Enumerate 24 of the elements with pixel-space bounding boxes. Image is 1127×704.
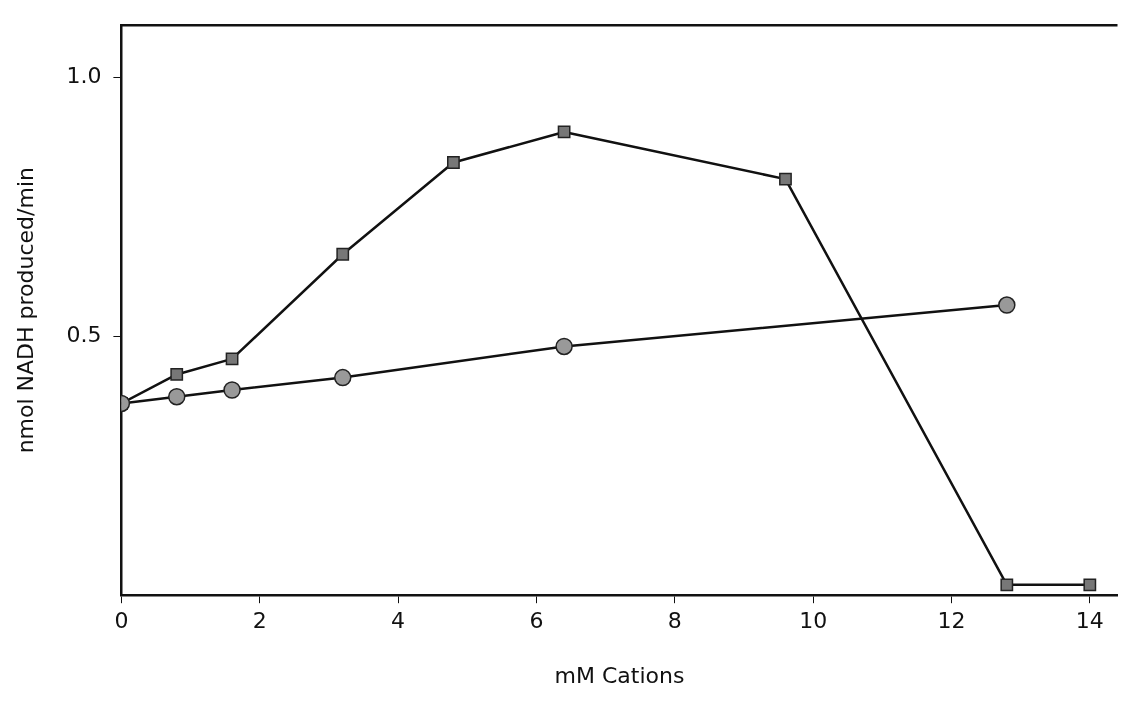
point: [555, 337, 573, 356]
x-tick-label: 2: [252, 608, 267, 634]
point: [1083, 578, 1097, 592]
point: [167, 387, 186, 406]
point: [998, 296, 1016, 314]
x-tick-label: 6: [529, 608, 544, 634]
y-axis-title: nmol NADH produced/min: [12, 167, 38, 454]
point: [334, 368, 352, 387]
point: [1000, 578, 1014, 592]
point: [779, 172, 792, 186]
point: [170, 368, 184, 381]
x-tick-label: 10: [799, 608, 828, 634]
x-axis-title: mM Cations: [554, 662, 685, 688]
x-tick-label: 14: [1075, 608, 1104, 634]
x-tick-label: 8: [667, 608, 682, 634]
point: [336, 247, 350, 261]
point: [447, 156, 460, 169]
point: [223, 381, 241, 399]
x-tick-label: 4: [391, 608, 406, 634]
point: [557, 125, 571, 139]
x-tick-label: 0: [114, 608, 129, 634]
x-tick-label: 12: [937, 608, 966, 634]
y-tick-label: 0.5: [66, 321, 102, 347]
y-tick-label: 1.0: [66, 62, 102, 88]
